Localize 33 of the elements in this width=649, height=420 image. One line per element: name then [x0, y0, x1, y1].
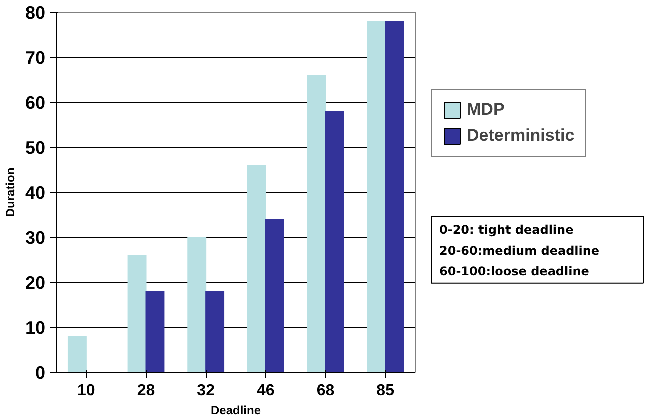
- x-tick-label: 85: [376, 382, 395, 400]
- y-tick-label: 60: [25, 93, 46, 113]
- bar: [128, 255, 147, 372]
- bar: [325, 111, 344, 372]
- x-tick-label: 68: [316, 382, 335, 400]
- y-tick-label: 70: [25, 48, 46, 68]
- y-axis-title: Duration: [3, 168, 18, 218]
- bar: [367, 21, 386, 372]
- legend-label: MDP: [467, 100, 505, 120]
- y-tick-label: 20: [25, 273, 46, 293]
- bar: [146, 291, 165, 372]
- bar: [206, 291, 225, 372]
- y-tick-label: 40: [25, 183, 46, 203]
- x-tick-label: 32: [197, 382, 216, 400]
- bar: [307, 75, 326, 372]
- bar: [385, 21, 404, 372]
- x-axis-title: Deadline: [210, 404, 262, 418]
- bar: [188, 237, 207, 372]
- text: 20-60:medium deadline: [440, 244, 600, 258]
- x-tick-label: 46: [257, 382, 275, 400]
- bar: [265, 219, 284, 372]
- text: 60-100:loose deadline: [440, 264, 590, 278]
- y-tick-label: 0: [35, 363, 46, 383]
- y-tick-label: 10: [25, 318, 46, 338]
- y-tick-label: 80: [25, 3, 46, 23]
- y-tick-label: 30: [25, 228, 46, 248]
- legend-label: Deterministic: [467, 126, 575, 146]
- x-tick-label: 10: [78, 382, 96, 400]
- text: 0-20: tight deadline: [440, 223, 574, 238]
- bar: [247, 165, 266, 372]
- x-tick-label: 28: [137, 382, 156, 400]
- y-tick-label: 50: [25, 138, 46, 158]
- bar: [68, 336, 87, 372]
